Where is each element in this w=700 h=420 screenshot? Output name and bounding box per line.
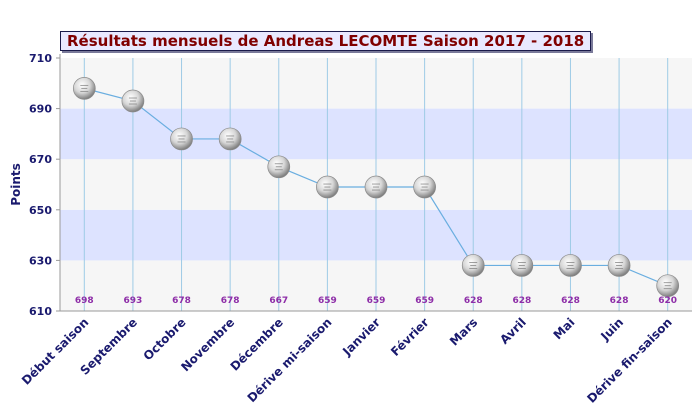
x-tick-label: Janvier <box>339 315 383 359</box>
data-point <box>559 254 582 277</box>
data-point <box>510 254 534 277</box>
data-point <box>364 175 388 199</box>
data-point <box>316 175 339 199</box>
x-tick-label: Dérive mi-saison <box>245 315 335 405</box>
data-label: 659 <box>415 296 434 306</box>
data-point <box>170 127 193 151</box>
x-tick-label: Dérive fin-saison <box>584 315 674 405</box>
data-point <box>267 155 291 179</box>
x-tick-label: Mars <box>447 315 480 348</box>
data-label: 698 <box>75 296 94 306</box>
x-tick-label: Juin <box>597 315 626 344</box>
y-tick-label: 610 <box>29 305 52 318</box>
x-tick-label: Début saison <box>19 315 91 387</box>
data-label: 620 <box>658 296 677 306</box>
x-tick-label: Avril <box>497 315 529 347</box>
y-tick-label: 690 <box>29 103 52 116</box>
data-label: 659 <box>367 296 386 306</box>
data-point <box>607 254 631 277</box>
y-tick-label: 670 <box>29 153 52 166</box>
data-point <box>218 127 242 151</box>
data-point <box>461 254 485 277</box>
data-point <box>656 274 680 298</box>
data-label: 628 <box>610 296 629 306</box>
y-tick-label: 630 <box>29 254 52 267</box>
data-label: 628 <box>464 296 483 306</box>
data-label: 678 <box>172 296 191 306</box>
x-tick-label: Octobre <box>141 315 189 363</box>
data-label: 667 <box>269 296 288 306</box>
data-label: 628 <box>512 296 531 306</box>
data-label: 693 <box>124 296 143 306</box>
data-point <box>121 89 145 113</box>
y-axis-label: Points <box>9 163 23 206</box>
data-label: 678 <box>221 296 240 306</box>
data-point <box>413 175 436 199</box>
y-tick-label: 710 <box>29 52 52 65</box>
data-label: 659 <box>318 296 337 306</box>
data-label: 628 <box>561 296 580 306</box>
y-tick-label: 650 <box>29 204 52 217</box>
data-point <box>72 77 96 100</box>
chart-title: Résultats mensuels de Andreas LECOMTE Sa… <box>60 31 592 51</box>
x-tick-label: Mai <box>551 315 578 342</box>
x-tick-label: Février <box>388 315 432 359</box>
